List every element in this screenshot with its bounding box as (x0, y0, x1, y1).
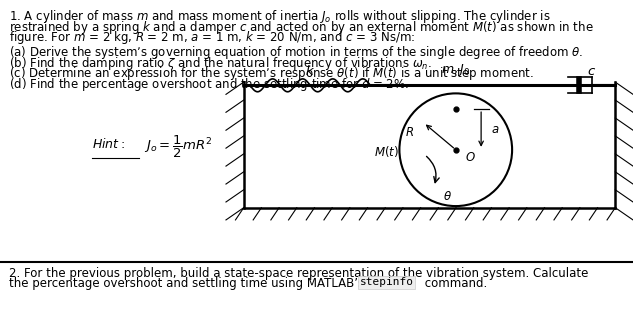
Text: figure. For $m$ = 2 kg, $R$ = 2 m, $a$ = 1 m, $k$ = 20 N/m, and $c$ = 3 Ns/m:: figure. For $m$ = 2 kg, $R$ = 2 m, $a$ =… (9, 29, 416, 46)
Text: 2. For the previous problem, build a state-space representation of the vibration: 2. For the previous problem, build a sta… (9, 267, 589, 279)
Text: $M(t)$: $M(t)$ (373, 144, 399, 159)
Text: $m, J_0$: $m, J_0$ (441, 62, 470, 78)
Text: restrained by a spring $k$ and a damper $c$ and acted on by an external moment $: restrained by a spring $k$ and a damper … (9, 19, 594, 36)
Text: $\theta$: $\theta$ (443, 190, 453, 203)
Text: command.: command. (421, 277, 487, 290)
Text: $\it{Hint:}$: $\it{Hint:}$ (92, 137, 125, 151)
Text: $O$: $O$ (465, 151, 476, 164)
Text: $a$: $a$ (491, 123, 499, 136)
Text: (d) Find the percentage overshoot and the settling time for $d$ = 2%.: (d) Find the percentage overshoot and th… (9, 76, 410, 93)
Text: 1. A cylinder of mass $m$ and mass moment of inertia $J_o$ rolls without slippin: 1. A cylinder of mass $m$ and mass momen… (9, 8, 551, 25)
Text: (a) Derive the system’s governing equation of motion in terms of the single degr: (a) Derive the system’s governing equati… (9, 44, 584, 61)
Text: $k$: $k$ (305, 64, 315, 78)
Text: stepinfo: stepinfo (360, 277, 413, 287)
Text: (c) Determine an expression for the system’s response $\theta(t)$ if $M(t)$ is a: (c) Determine an expression for the syst… (9, 65, 534, 82)
Text: the percentage overshoot and settling time using MATLAB’s: the percentage overshoot and settling ti… (9, 277, 368, 290)
Text: (b) Find the damping ratio $\zeta$ and the natural frequency of vibrations $\ome: (b) Find the damping ratio $\zeta$ and t… (9, 55, 432, 72)
Text: $J_o = \dfrac{1}{2}mR^2$: $J_o = \dfrac{1}{2}mR^2$ (144, 134, 212, 160)
Text: $R$: $R$ (405, 127, 414, 139)
Text: $c$: $c$ (587, 65, 596, 78)
